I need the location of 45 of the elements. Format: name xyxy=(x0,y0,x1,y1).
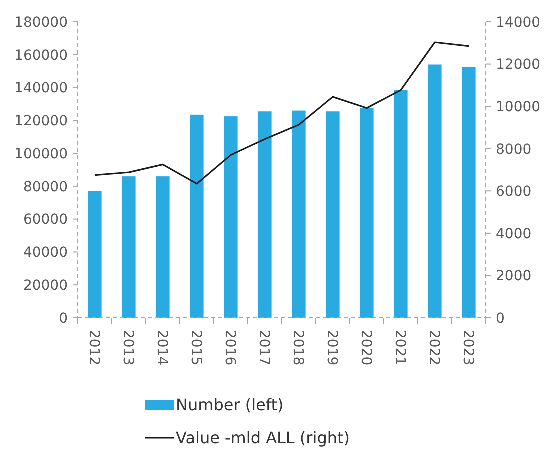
x-tick-label: 2017 xyxy=(256,330,272,366)
y-tick-label: 20000 xyxy=(23,278,68,294)
bar xyxy=(360,108,374,318)
y-tick-label: 100000 xyxy=(14,146,68,162)
x-tick-label: 2014 xyxy=(154,330,170,366)
bar xyxy=(224,116,238,318)
y2-tick-label: 6000 xyxy=(496,184,532,200)
bar xyxy=(326,112,340,318)
y-tick-label: 80000 xyxy=(23,179,68,196)
legend-label: Number (left) xyxy=(176,396,284,415)
y2-tick-label: 12000 xyxy=(496,57,541,74)
bar xyxy=(462,67,476,318)
bar xyxy=(428,64,442,318)
x-tick-label: 2018 xyxy=(290,330,306,366)
bar xyxy=(258,112,272,318)
bar xyxy=(394,90,408,318)
bar xyxy=(122,176,136,318)
y2-tick-label: 4000 xyxy=(496,226,532,242)
x-tick-label: 2022 xyxy=(426,330,442,366)
x-tick-label: 2016 xyxy=(222,330,238,366)
y-tick-label: 140000 xyxy=(14,80,68,97)
line-series xyxy=(94,42,470,185)
y2-tick-label: 2000 xyxy=(496,268,532,285)
x-tick-label: 2021 xyxy=(392,330,408,366)
y2-tick-label: 0 xyxy=(496,310,505,327)
x-tick-label: 2013 xyxy=(120,330,136,366)
x-tick-label: 2015 xyxy=(188,330,204,366)
y-tick-label: 60000 xyxy=(23,212,68,228)
y-tick-label: 120000 xyxy=(14,114,68,130)
x-tick-label: 2012 xyxy=(86,330,102,366)
y2-tick-label: 8000 xyxy=(496,142,532,158)
y-tick-label: 0 xyxy=(59,310,68,327)
y-tick-label: 40000 xyxy=(23,245,68,262)
bar xyxy=(156,176,170,318)
bar xyxy=(292,110,306,318)
y-tick-label: 160000 xyxy=(14,48,68,64)
x-tick-label: 2023 xyxy=(460,330,476,366)
y2-tick-label: 14000 xyxy=(496,14,541,31)
x-tick-label: 2019 xyxy=(324,330,340,366)
legend-label: Value -mld ALL (right) xyxy=(176,428,350,448)
bar xyxy=(190,114,204,318)
bar xyxy=(88,191,102,318)
y2-tick-label: 10000 xyxy=(496,99,541,116)
x-tick-label: 2020 xyxy=(358,330,374,366)
y-tick-label: 180000 xyxy=(14,14,68,31)
